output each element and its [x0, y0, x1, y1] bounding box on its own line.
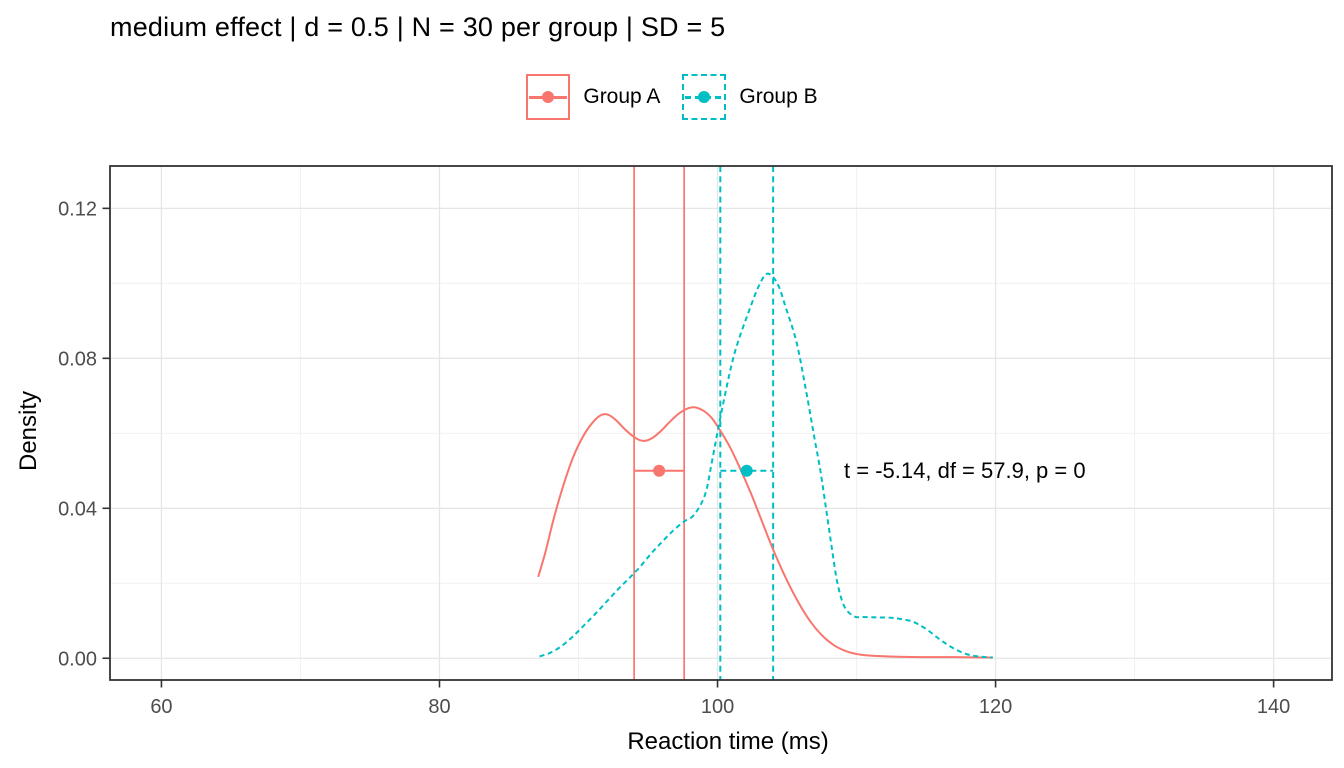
x-tick-label: 120: [979, 696, 1012, 718]
y-tick-label: 0.12: [58, 198, 97, 220]
legend-key-dot-icon: [542, 91, 555, 103]
legend-key-icon: [682, 74, 727, 120]
y-tick-label: 0.00: [58, 648, 97, 670]
x-tick-label: 140: [1257, 696, 1290, 718]
mean-errorbars: [634, 464, 774, 477]
density-curve-group-a: [537, 406, 993, 659]
mean-point-group-b: [740, 464, 753, 477]
axis-ticks: [102, 207, 1275, 688]
y-axis-title: Density: [15, 391, 42, 471]
legend-label: Group A: [583, 85, 661, 108]
y-tick-label: 0.08: [58, 348, 97, 370]
ci-vlines: [633, 166, 775, 680]
y-tick-label: 0.04: [58, 498, 97, 520]
x-axis-title: Reaction time (ms): [627, 728, 828, 755]
x-tick-label: 60: [150, 696, 172, 718]
plot-title: medium effect | d = 0.5 | N = 30 per gro…: [110, 12, 726, 42]
legend-key-icon: [526, 74, 571, 120]
density-curve-group-b: [539, 272, 993, 659]
density-curves: [537, 272, 993, 659]
legend: Group A Group B: [0, 74, 1344, 120]
x-tick-label: 100: [701, 696, 734, 718]
legend-entry: Group B: [682, 74, 818, 120]
legend-entry: Group A: [526, 74, 660, 120]
axis-tick-labels: 60 80 100 120 140 0.00 0.04 0.08 0.12: [58, 198, 1290, 718]
stats-annotation: t = -5.14, df = 57.9, p = 0: [844, 458, 1086, 483]
mean-point-group-a: [653, 464, 666, 477]
panel-border: [109, 165, 1333, 681]
legend-label: Group B: [739, 85, 818, 108]
legend-key-dot-icon: [698, 91, 711, 103]
x-tick-label: 80: [428, 696, 450, 718]
